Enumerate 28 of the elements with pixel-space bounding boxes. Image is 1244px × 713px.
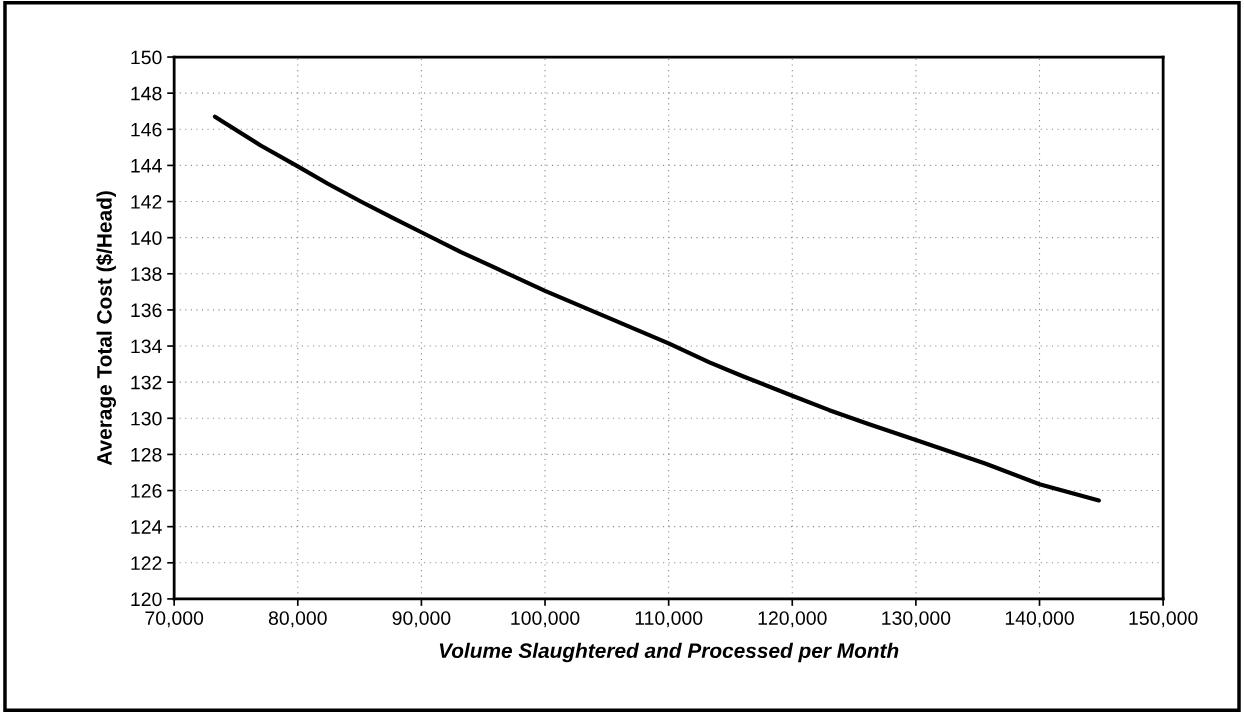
x-axis-title: Volume Slaughtered and Processed per Month: [439, 642, 899, 663]
y-tick-label: 142: [131, 195, 162, 209]
x-tick-label: 140,000: [1005, 611, 1074, 628]
x-tick-label: 80,000: [268, 611, 327, 628]
y-tick-label: 130: [131, 411, 162, 426]
y-tick-label: 136: [131, 303, 162, 318]
x-tick-label: 90,000: [392, 611, 451, 628]
x-tick-label: 110,000: [635, 611, 703, 628]
y-axis-title: Average Total Cost ($/Head): [96, 191, 117, 466]
y-tick-label: 122: [131, 556, 162, 570]
y-tick-label: 138: [131, 267, 162, 282]
y-tick-label: 148: [131, 86, 162, 101]
x-tick-label: 70,000: [145, 611, 204, 628]
y-tick-label: 126: [131, 484, 162, 498]
y-tick-label: 128: [131, 447, 162, 462]
x-tick-label: 150,000: [1129, 611, 1198, 628]
x-tick-label: 130,000: [882, 611, 951, 628]
y-tick-label: 150: [131, 50, 162, 65]
y-tick-label: 144: [131, 159, 162, 173]
line-series: [212, 114, 1101, 503]
y-tick-label: 124: [131, 520, 162, 534]
x-tick-label: 100,000: [511, 611, 580, 628]
y-tick-label: 146: [131, 122, 162, 137]
y-tick-label: 132: [131, 375, 162, 390]
y-tick-label: 134: [131, 339, 162, 354]
x-tick-label: 120,000: [758, 611, 827, 628]
y-tick-label: 120: [131, 592, 162, 607]
y-tick-label: 140: [131, 231, 162, 245]
